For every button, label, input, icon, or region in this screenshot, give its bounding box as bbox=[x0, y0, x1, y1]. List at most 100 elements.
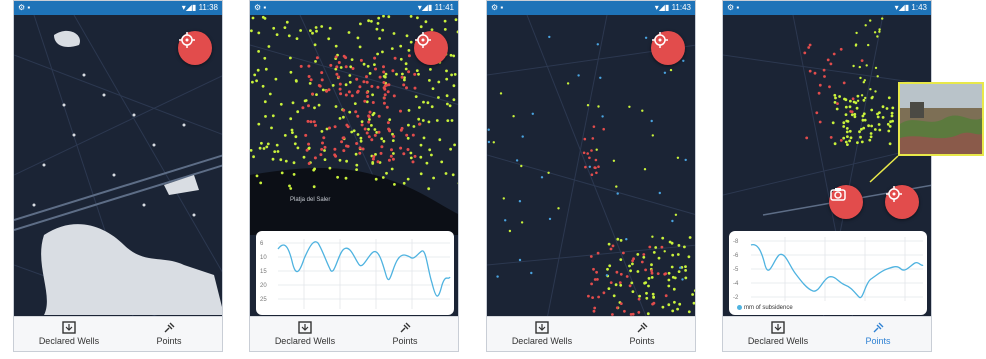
locate-button[interactable] bbox=[651, 31, 685, 65]
map-point bbox=[424, 20, 428, 24]
map-point bbox=[664, 294, 668, 298]
map-point bbox=[402, 83, 406, 87]
nav-points[interactable]: Points bbox=[124, 319, 214, 349]
map-point bbox=[328, 26, 332, 30]
map-point bbox=[381, 176, 385, 179]
map-point bbox=[842, 125, 846, 128]
map-point bbox=[487, 140, 491, 144]
map-point bbox=[371, 157, 375, 161]
nav-declared-wells[interactable]: Declared Wells bbox=[497, 319, 587, 349]
map-view[interactable] bbox=[14, 15, 222, 319]
map-point bbox=[859, 135, 862, 139]
map-point bbox=[376, 22, 380, 25]
map-point bbox=[595, 270, 598, 274]
map-point bbox=[869, 19, 872, 22]
map-point bbox=[844, 113, 848, 116]
map-point bbox=[446, 119, 450, 122]
map-point bbox=[288, 184, 291, 188]
nav-declared-wells[interactable]: Declared Wells bbox=[733, 319, 823, 349]
nav-declared-wells[interactable]: Declared Wells bbox=[260, 319, 350, 349]
map-point bbox=[299, 64, 303, 68]
map-point bbox=[365, 91, 369, 94]
map-point bbox=[602, 291, 606, 295]
field-photo[interactable] bbox=[898, 82, 984, 156]
map-point bbox=[362, 80, 366, 84]
map-point bbox=[291, 101, 295, 105]
y-tick: -8 bbox=[733, 239, 739, 245]
map-point bbox=[632, 257, 635, 261]
map-point bbox=[377, 16, 381, 20]
displacement-chart[interactable]: 6 10 15 20 25 bbox=[256, 231, 454, 315]
map-point bbox=[647, 277, 651, 280]
map-point bbox=[611, 313, 614, 316]
map-point bbox=[670, 241, 674, 245]
map-point bbox=[661, 236, 665, 240]
map-point bbox=[335, 65, 339, 69]
map-point bbox=[833, 93, 837, 97]
status-time: 11:38 bbox=[198, 3, 218, 12]
map-point bbox=[419, 25, 423, 29]
locate-button[interactable] bbox=[414, 31, 448, 65]
map-point bbox=[354, 110, 358, 114]
map-point bbox=[864, 24, 867, 27]
map-point bbox=[492, 141, 495, 144]
map-point bbox=[345, 123, 349, 127]
nav-points[interactable]: Points bbox=[597, 319, 687, 349]
subsidence-chart[interactable]: -8 -6 -5 -4 -2 mm of subsidence bbox=[729, 231, 927, 315]
map-view[interactable]: -8 -6 -5 -4 -2 mm of subsidence bbox=[723, 15, 931, 319]
map-point bbox=[348, 110, 352, 114]
map-point bbox=[338, 82, 342, 86]
map-point bbox=[856, 94, 860, 98]
y-tick: 25 bbox=[260, 297, 267, 303]
chart-legend: mm of subsidence bbox=[737, 305, 793, 311]
map-point bbox=[427, 120, 431, 124]
nav-points[interactable]: Points bbox=[360, 319, 450, 349]
map-point bbox=[370, 84, 374, 88]
map-point bbox=[844, 98, 848, 102]
map-point bbox=[682, 59, 685, 62]
map-view[interactable] bbox=[487, 15, 695, 319]
map-point bbox=[851, 97, 855, 101]
map-point bbox=[803, 51, 807, 55]
map-point bbox=[887, 129, 891, 133]
map-point bbox=[671, 309, 675, 313]
nav-points[interactable]: Points bbox=[833, 319, 923, 349]
map-point bbox=[860, 94, 864, 97]
map-point bbox=[403, 78, 406, 82]
map-point bbox=[876, 75, 879, 78]
map-point bbox=[374, 153, 377, 156]
map-point bbox=[504, 219, 507, 222]
map-point bbox=[422, 136, 426, 140]
map-point bbox=[334, 105, 338, 108]
y-tick: 20 bbox=[260, 283, 267, 289]
locate-button[interactable] bbox=[178, 31, 212, 65]
map-canvas bbox=[14, 15, 222, 319]
map-point bbox=[400, 75, 404, 79]
map-point bbox=[862, 112, 866, 116]
map-point bbox=[612, 159, 616, 162]
y-tick: -4 bbox=[733, 281, 739, 287]
map-point bbox=[399, 146, 403, 150]
map-point bbox=[832, 52, 836, 56]
map-point bbox=[321, 141, 324, 145]
map-point bbox=[815, 111, 819, 115]
nav-label: Points bbox=[629, 336, 655, 346]
nav-declared-wells[interactable]: Declared Wells bbox=[24, 319, 114, 349]
map-point bbox=[313, 106, 316, 110]
satellite-icon bbox=[873, 322, 884, 333]
map-view[interactable]: Platja del Saler 6 10 15 20 25 bbox=[250, 15, 458, 319]
map-point bbox=[319, 153, 323, 157]
map-point bbox=[674, 213, 678, 216]
map-point bbox=[619, 239, 623, 242]
points-red bbox=[299, 54, 421, 165]
map-point bbox=[487, 128, 490, 131]
map-point bbox=[628, 284, 632, 288]
map-point bbox=[323, 145, 327, 149]
map-point bbox=[283, 26, 287, 29]
locate-button[interactable] bbox=[885, 185, 919, 219]
map-point bbox=[380, 145, 384, 149]
map-point bbox=[349, 65, 353, 69]
map-point bbox=[437, 80, 441, 84]
map-point bbox=[356, 133, 360, 136]
camera-button[interactable] bbox=[829, 185, 863, 219]
